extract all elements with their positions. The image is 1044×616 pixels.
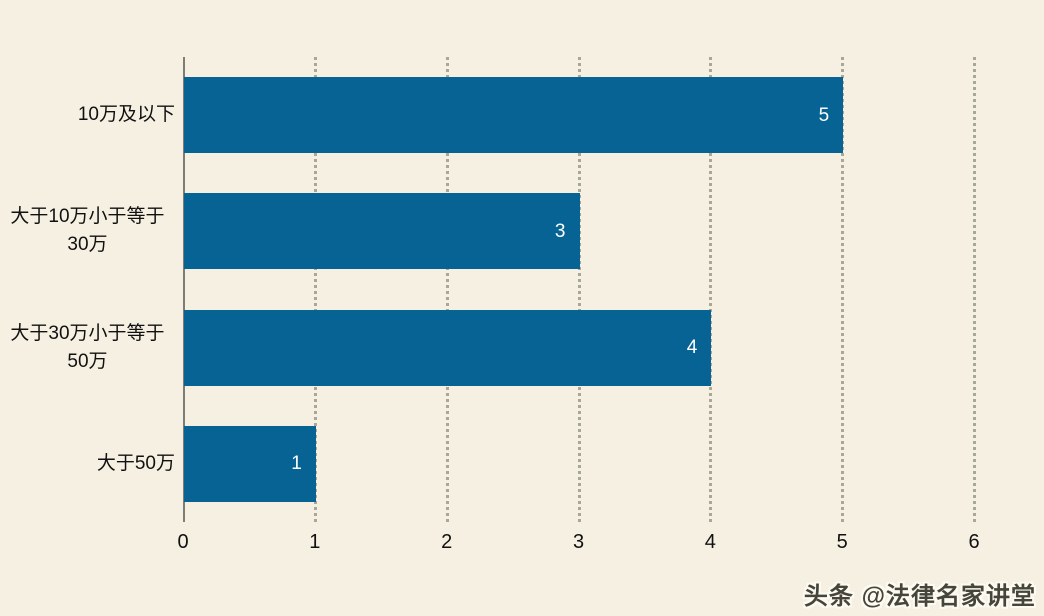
x-tick-label-6: 6 — [968, 531, 980, 553]
bar-1: 3 — [184, 193, 580, 270]
y-axis-line — [183, 57, 185, 522]
category-label-2: 大于30万小于等于50万 — [0, 290, 175, 406]
x-tick-label-0: 0 — [177, 531, 189, 553]
x-tick-label-1: 1 — [309, 531, 321, 553]
gridline-x-6 — [973, 57, 976, 522]
x-tick-label-5: 5 — [836, 531, 848, 553]
gridline-x-1 — [313, 57, 317, 522]
x-tick-label-4: 4 — [704, 531, 716, 553]
gridline-x-5 — [841, 57, 845, 522]
x-tick-label-2: 2 — [441, 531, 453, 553]
bar-value-label: 5 — [818, 104, 830, 126]
gridline-x-2 — [445, 57, 449, 522]
watermark: 头条 @法律名家讲堂 — [803, 583, 1036, 610]
category-label-3: 大于50万 — [0, 406, 175, 522]
bar-2: 4 — [184, 309, 712, 386]
category-label-text: 大于30万小于等于50万 — [10, 322, 165, 372]
category-label-text: 10万及以下 — [77, 104, 175, 126]
gridline-x-3 — [577, 57, 581, 522]
x-tick-label-3: 3 — [572, 531, 585, 553]
bar-3: 1 — [184, 425, 316, 502]
category-label-text: 大于50万 — [96, 452, 175, 474]
bar-0: 5 — [184, 77, 844, 154]
category-label-1: 大于10万小于等于30万 — [0, 173, 175, 289]
gridline-x-4 — [709, 57, 713, 522]
bar-value-label: 3 — [554, 220, 566, 242]
bar-value-label: 4 — [686, 337, 698, 359]
category-label-text: 大于10万小于等于30万 — [10, 206, 165, 256]
category-label-0: 10万及以下 — [0, 57, 175, 173]
bar-value-label: 1 — [291, 453, 302, 475]
